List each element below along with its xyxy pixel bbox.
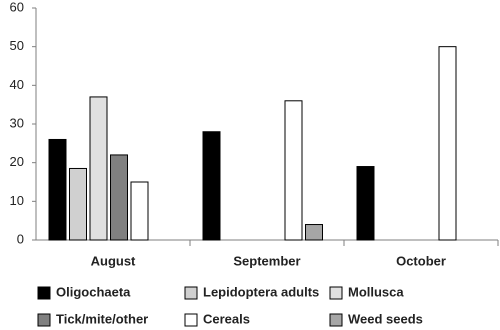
- bar: [130, 181, 149, 241]
- legend-swatch: [37, 286, 51, 300]
- legend-label: Tick/mite/other: [56, 311, 148, 326]
- y-tick-label: 40: [10, 77, 24, 92]
- legend-swatch: [329, 286, 343, 300]
- bar: [69, 167, 87, 241]
- y-tick-label: 20: [10, 154, 24, 169]
- bar: [438, 46, 457, 241]
- legend-swatch: [184, 313, 198, 327]
- bar: [110, 154, 128, 241]
- legend-label: Lepidoptera adults: [203, 284, 319, 299]
- x-tick-label: August: [91, 253, 136, 268]
- bar: [305, 224, 323, 241]
- y-tick-label: 10: [10, 193, 24, 208]
- legend-swatch: [37, 313, 51, 327]
- y-tick-label: 0: [17, 231, 24, 246]
- y-tick-label: 50: [10, 38, 24, 53]
- bar: [284, 100, 303, 241]
- legend-label: Oligochaeta: [56, 284, 131, 299]
- legend-label: Weed seeds: [348, 311, 423, 326]
- legend-swatch: [329, 313, 343, 327]
- bar: [356, 166, 375, 241]
- legend-label: Mollusca: [348, 284, 404, 299]
- x-tick-label: September: [233, 253, 300, 268]
- bar: [89, 96, 108, 241]
- bar: [48, 138, 67, 241]
- legend-label: Cereals: [203, 311, 250, 326]
- legend-swatch: [184, 286, 198, 300]
- bar: [202, 131, 221, 241]
- y-tick-label: 60: [10, 0, 24, 14]
- y-tick-label: 30: [10, 115, 24, 130]
- x-tick-label: October: [396, 253, 446, 268]
